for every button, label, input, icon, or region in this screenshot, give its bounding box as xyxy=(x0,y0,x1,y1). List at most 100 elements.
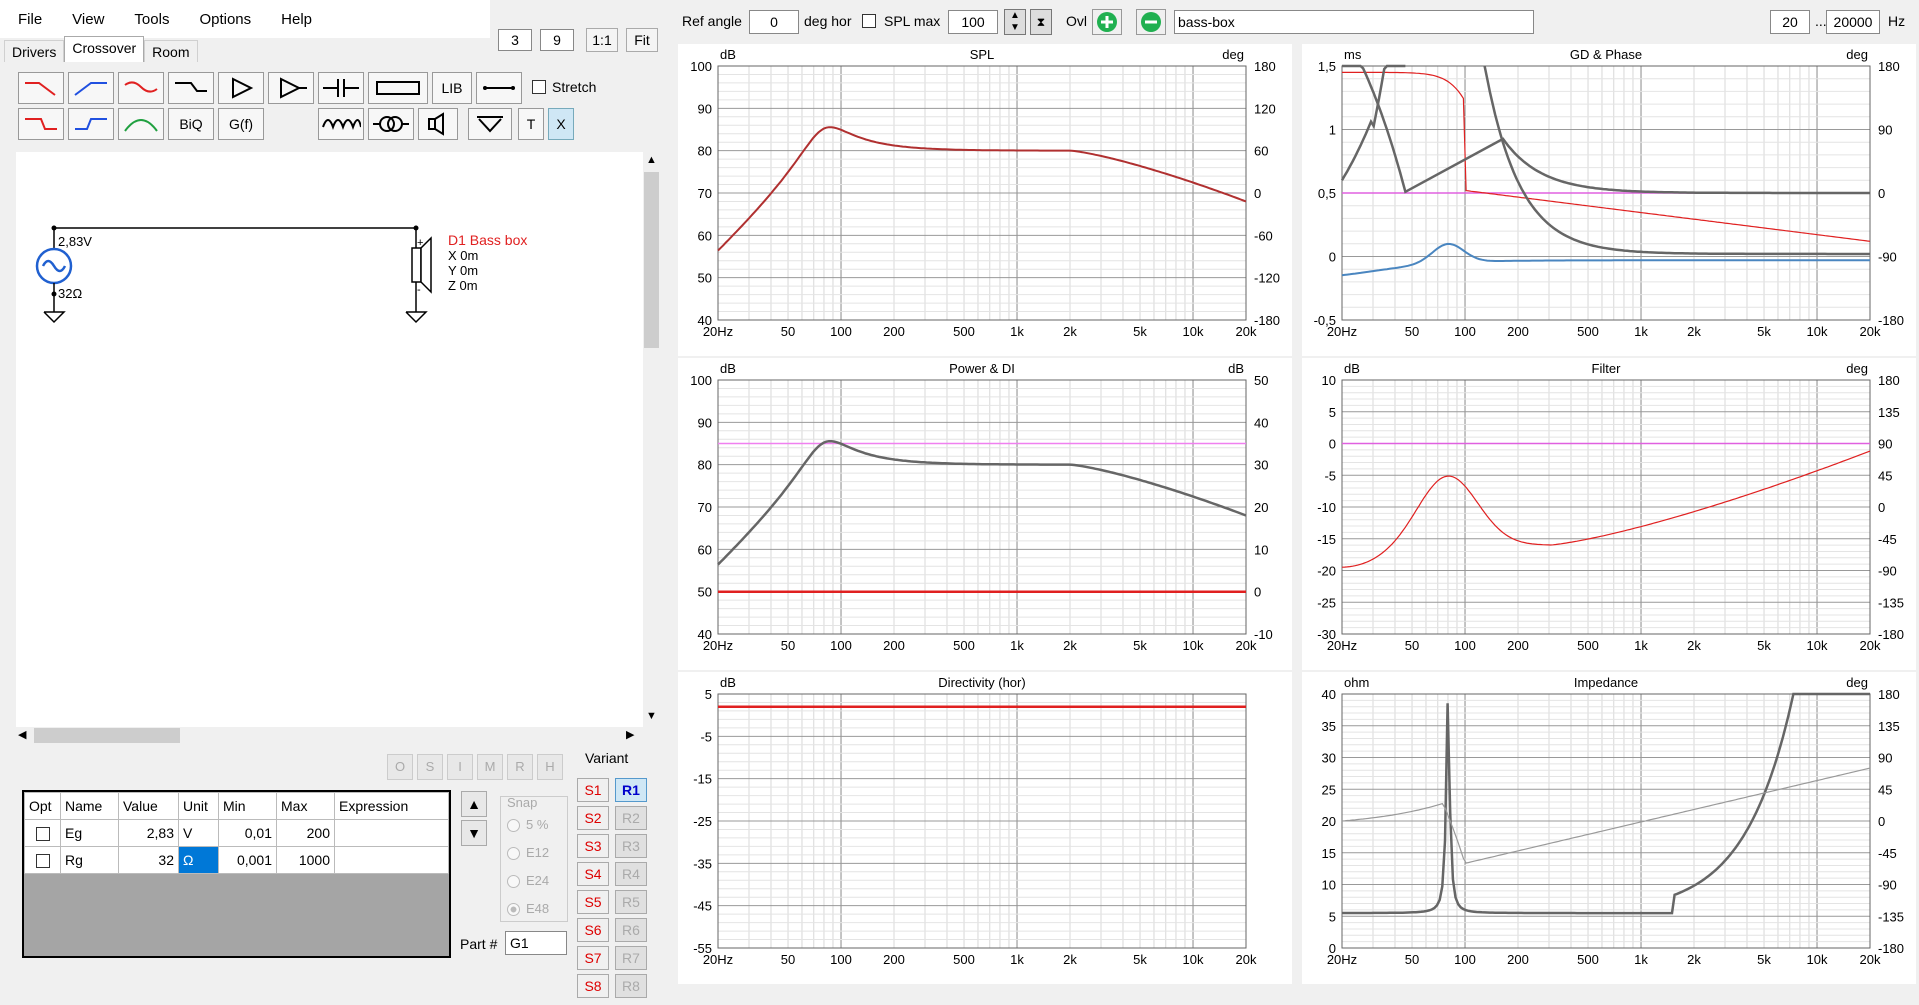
variant-s3-button[interactable]: S3 xyxy=(577,834,609,858)
opt-s-button[interactable]: S xyxy=(417,754,443,780)
shelf-tool[interactable] xyxy=(168,72,214,104)
opt-checkbox[interactable] xyxy=(35,827,50,842)
variant-r6-button[interactable]: R6 xyxy=(615,918,647,942)
buffer-tool[interactable] xyxy=(268,72,314,104)
wire-tool[interactable] xyxy=(476,72,522,104)
speaker-tool[interactable] xyxy=(418,108,458,140)
highpass2-blue-tool[interactable] xyxy=(68,108,114,140)
zoom-fit-button[interactable]: Fit xyxy=(626,28,658,52)
variant-r3-button[interactable]: R3 xyxy=(615,834,647,858)
ground-tool[interactable] xyxy=(468,108,512,140)
overlay-add-button[interactable] xyxy=(1092,9,1122,35)
param-max[interactable]: 1000 xyxy=(276,846,335,874)
driver-name-label[interactable]: D1 Bass box xyxy=(448,232,528,248)
move-up-button[interactable]: ▲ xyxy=(461,791,487,817)
variant-s4-button[interactable]: S4 xyxy=(577,862,609,886)
table-row[interactable]: Rg 32 Ω 0,001 1000 xyxy=(24,846,449,874)
stretch-checkbox[interactable] xyxy=(532,80,546,94)
x-button[interactable]: X xyxy=(548,108,574,140)
schematic-horizontal-scrollbar[interactable]: ◀ ▶ xyxy=(16,727,643,744)
scroll-up-icon[interactable]: ▲ xyxy=(646,154,657,166)
scroll-down-icon[interactable]: ▼ xyxy=(646,710,657,722)
menu-file[interactable]: File xyxy=(18,10,43,28)
scroll-right-icon[interactable]: ▶ xyxy=(626,729,635,741)
gf-button[interactable]: G(f) xyxy=(218,108,264,140)
bandpass-green-tool[interactable] xyxy=(118,108,164,140)
tab-crossover[interactable]: Crossover xyxy=(64,36,145,62)
chart-4[interactable]: 5 -5 -15 -25 -35 -45 -55 20Hz 50 100 200 500 1k 2k 5k 1… xyxy=(678,672,1292,984)
freq-max-input[interactable]: 20000 xyxy=(1826,10,1880,34)
param-value[interactable]: 32 xyxy=(118,846,179,874)
notch-red-tool[interactable] xyxy=(118,72,164,104)
variant-s5-button[interactable]: S5 xyxy=(577,890,609,914)
freq-min-input[interactable]: 20 xyxy=(1770,10,1810,34)
variant-r4-button[interactable]: R4 xyxy=(615,862,647,886)
snap-e12-radio[interactable]: E12 xyxy=(507,845,549,861)
variant-r1-button[interactable]: R1 xyxy=(615,778,647,802)
chart-5[interactable]: 40 35 30 25 20 15 10 5 0 180 135 90 45 0 -45 -90 -135 -18… xyxy=(1302,672,1916,984)
variant-r2-button[interactable]: R2 xyxy=(615,806,647,830)
zoom-a-field[interactable]: 3 xyxy=(498,29,532,51)
t-button[interactable]: T xyxy=(518,108,544,140)
schematic-canvas[interactable]: + - 2,83V 32Ω D1 Bass box X 0m Y 0m Z 0m xyxy=(16,152,643,727)
variant-r8-button[interactable]: R8 xyxy=(615,974,647,998)
variant-s2-button[interactable]: S2 xyxy=(577,806,609,830)
spl-reset-icon[interactable]: ⧗ xyxy=(1030,9,1052,35)
param-unit-selected[interactable]: Ω xyxy=(178,846,219,874)
param-expression[interactable] xyxy=(334,819,449,847)
menu-help[interactable]: Help xyxy=(281,10,313,28)
zoom-b-field[interactable]: 9 xyxy=(540,29,574,51)
chart-2[interactable]: 100 90 80 70 60 50 40 50 40 30 20 10 0 -10 20Hz 50 100 20… xyxy=(678,358,1292,670)
scroll-left-icon[interactable]: ◀ xyxy=(18,729,27,741)
snap-e48-radio[interactable]: E48 xyxy=(507,901,549,917)
variant-r5-button[interactable]: R5 xyxy=(615,890,647,914)
chart-0[interactable]: 100 90 80 70 60 50 40 180 120 60 0 -60 -120 -180 20Hz 5… xyxy=(678,44,1292,356)
overlay-name-input[interactable]: bass-box xyxy=(1174,10,1534,34)
variant-r7-button[interactable]: R7 xyxy=(615,946,647,970)
highpass-blue-tool[interactable] xyxy=(68,72,114,104)
opt-h-button[interactable]: H xyxy=(537,754,563,780)
tab-room[interactable]: Room xyxy=(144,40,198,62)
snap-e24-radio[interactable]: E24 xyxy=(507,873,549,889)
spl-max-input[interactable]: 100 xyxy=(948,10,998,34)
menu-options[interactable]: Options xyxy=(199,10,252,28)
capacitor-tool[interactable] xyxy=(318,72,364,104)
overlay-remove-button[interactable] xyxy=(1136,9,1166,35)
spl-max-checkbox[interactable] xyxy=(862,14,876,28)
spl-spinner-icon[interactable]: ▲ ▼ xyxy=(1004,9,1026,35)
chart-3[interactable]: 10 5 0 -5 -10 -15 -20 -25 -30 180 135 90 45 0 -45 -90 -1… xyxy=(1302,358,1916,670)
resistor-tool[interactable] xyxy=(368,72,428,104)
variant-s7-button[interactable]: S7 xyxy=(577,946,609,970)
transformer-tool[interactable] xyxy=(368,108,414,140)
menu-tools[interactable]: Tools xyxy=(134,10,170,28)
schematic-vertical-scrollbar[interactable]: ▲ ▼ xyxy=(643,152,660,727)
lib-button[interactable]: LIB xyxy=(432,72,472,104)
opt-m-button[interactable]: M xyxy=(477,754,503,780)
lowpass-red-tool[interactable] xyxy=(18,72,64,104)
param-min[interactable]: 0,001 xyxy=(218,846,277,874)
opt-o-button[interactable]: O xyxy=(387,754,413,780)
opt-i-button[interactable]: I xyxy=(447,754,473,780)
zoom-1-1-button[interactable]: 1:1 xyxy=(586,28,618,52)
param-min[interactable]: 0,01 xyxy=(218,819,277,847)
biq-button[interactable]: BiQ xyxy=(168,108,214,140)
param-name[interactable]: Rg xyxy=(60,846,119,874)
chart-1[interactable]: 1,5 1 0,5 0 -0,5 180 90 0 -90 -180 20Hz 50 100 200 500… xyxy=(1302,44,1916,356)
menu-view[interactable]: View xyxy=(72,10,105,28)
ref-angle-input[interactable]: 0 xyxy=(749,10,799,34)
inductor-tool[interactable] xyxy=(318,108,364,140)
param-max[interactable]: 200 xyxy=(276,819,335,847)
vertical-scroll-thumb[interactable] xyxy=(644,172,659,348)
tab-drivers[interactable]: Drivers xyxy=(4,40,65,62)
opt-r-button[interactable]: R xyxy=(507,754,533,780)
amplifier-tool[interactable] xyxy=(218,72,264,104)
snap-5-radio[interactable]: 5 % xyxy=(507,817,548,833)
variant-s6-button[interactable]: S6 xyxy=(577,918,609,942)
horizontal-scroll-thumb[interactable] xyxy=(34,728,180,743)
param-unit[interactable]: V xyxy=(178,819,219,847)
param-name[interactable]: Eg xyxy=(60,819,119,847)
variant-s1-button[interactable]: S1 xyxy=(577,778,609,802)
opt-checkbox[interactable] xyxy=(35,854,50,869)
param-value[interactable]: 2,83 xyxy=(118,819,179,847)
table-row[interactable]: Eg 2,83 V 0,01 200 xyxy=(24,819,449,847)
